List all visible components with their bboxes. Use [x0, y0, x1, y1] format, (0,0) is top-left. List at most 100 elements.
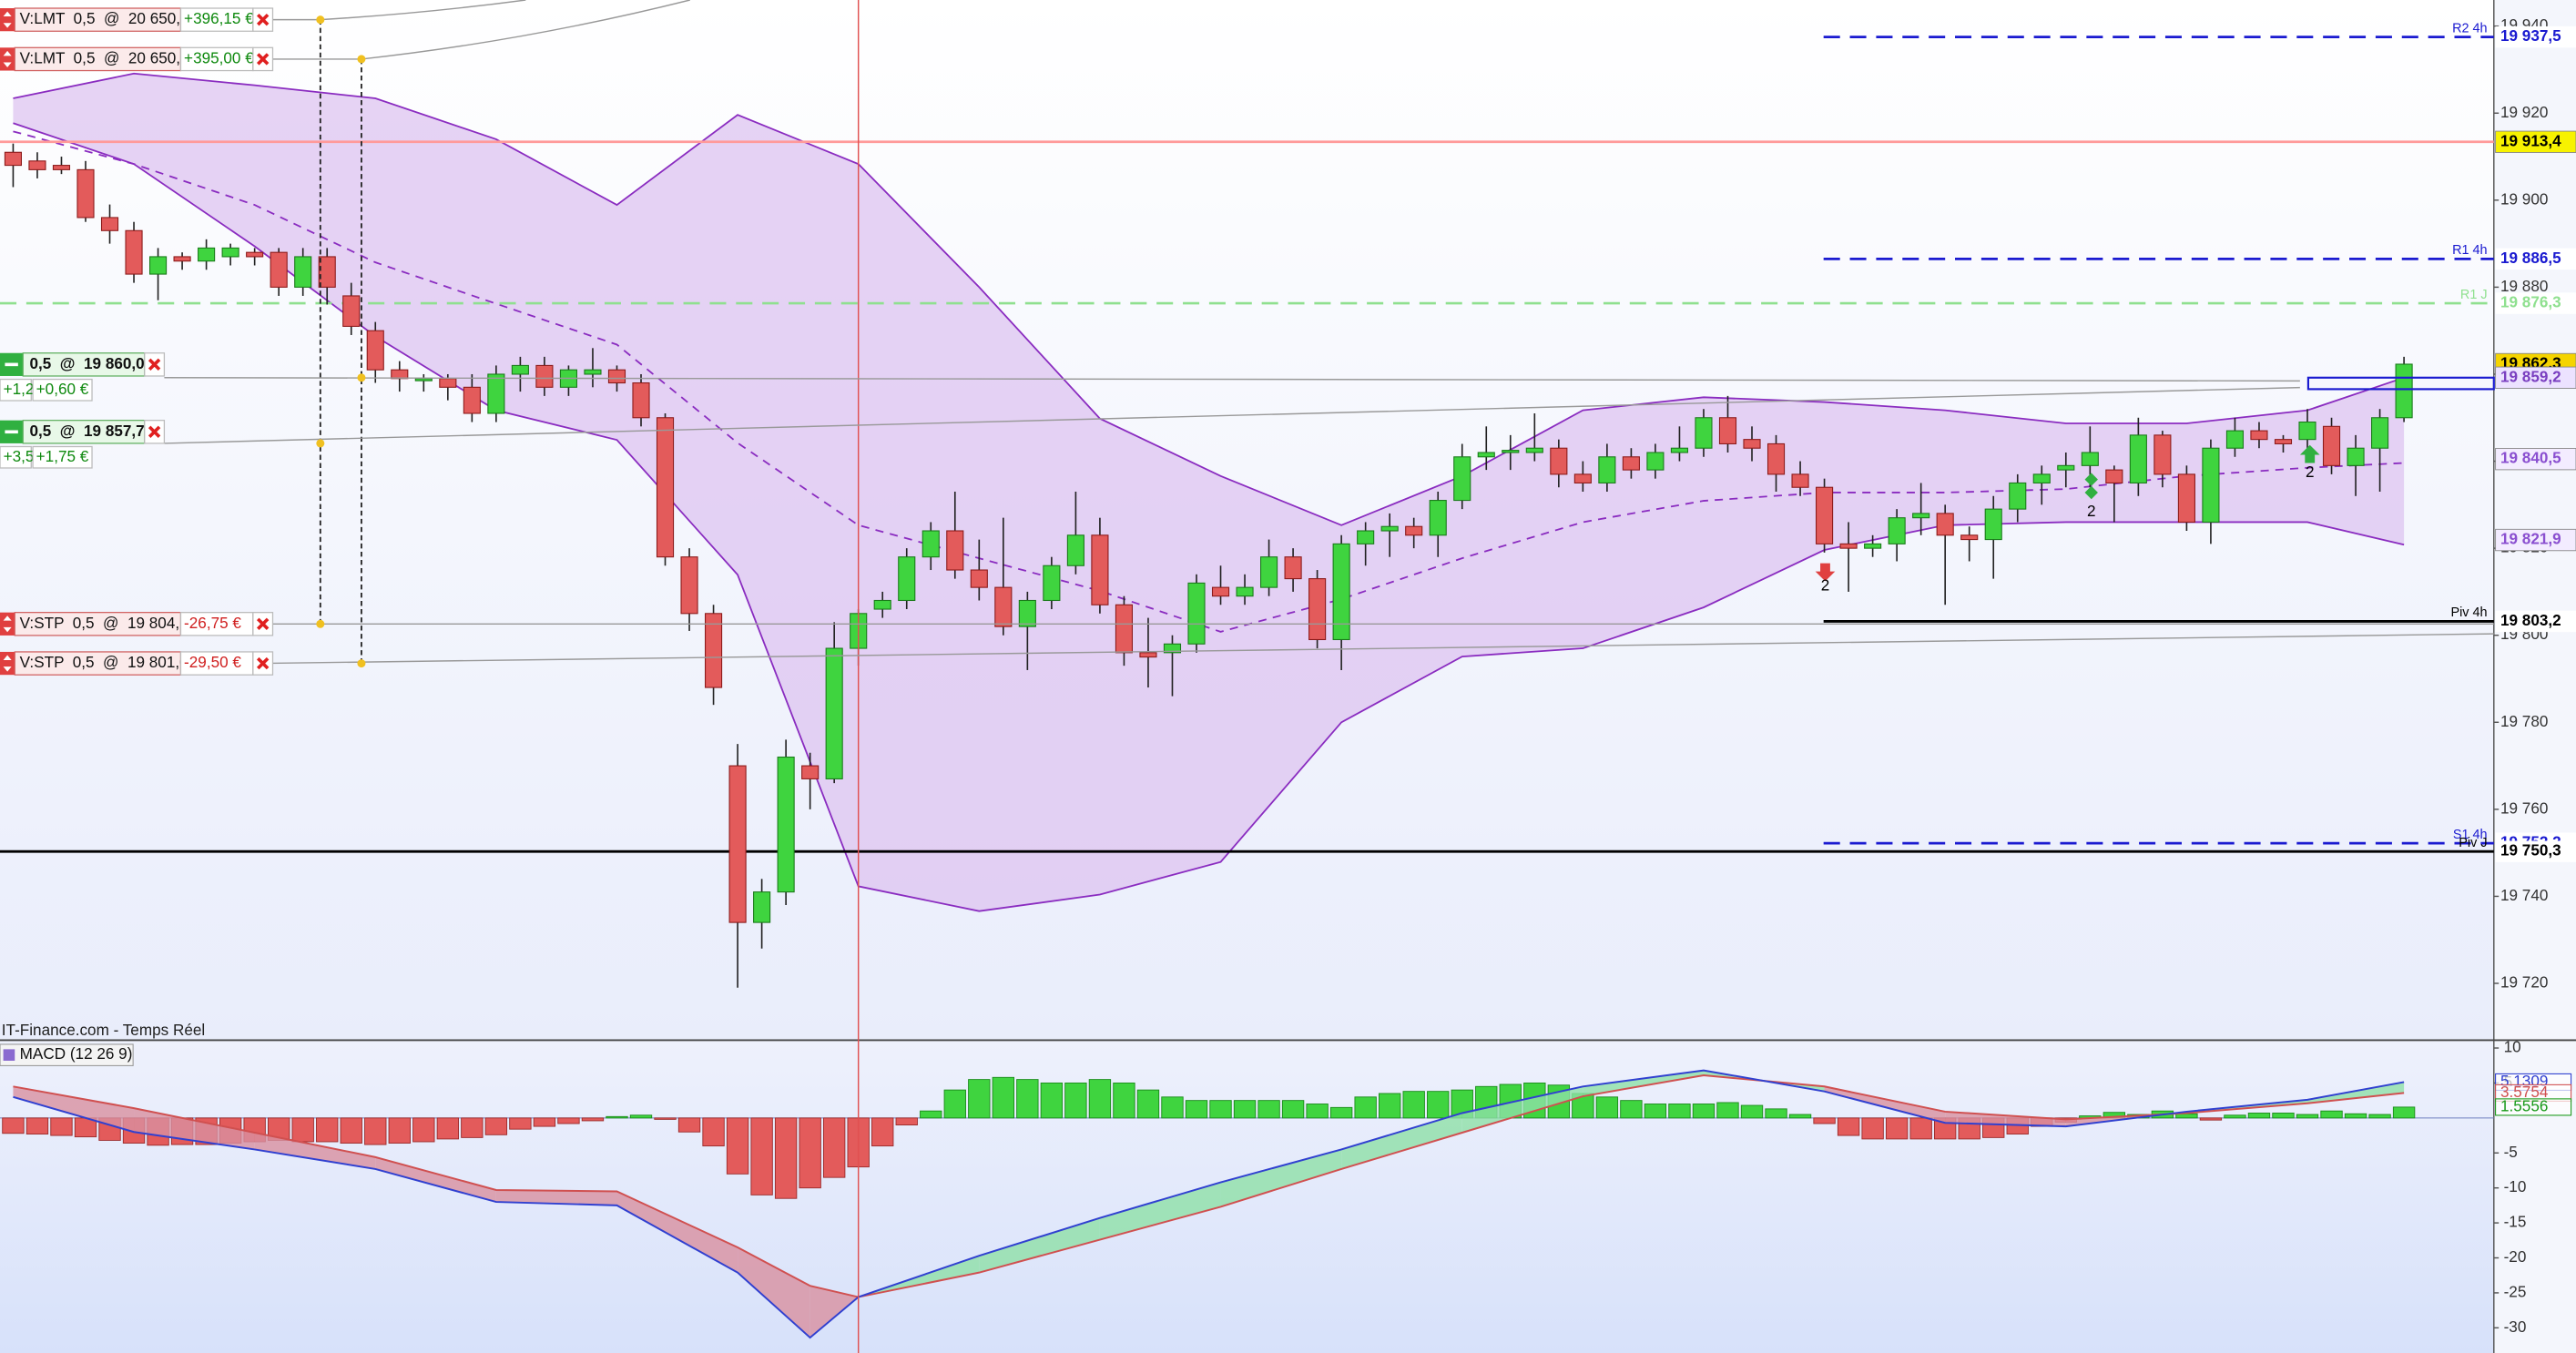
- last-value-tag: [2495, 1098, 2572, 1116]
- histogram-bar: [1161, 1096, 1184, 1119]
- level-tag: [2495, 292, 2576, 314]
- candle-body: [463, 386, 481, 414]
- order-pnl: +395,00 €: [184, 48, 254, 66]
- position-pnl-box: [32, 378, 93, 402]
- order-dot: [357, 373, 366, 382]
- y-tick-label: -15: [2504, 1213, 2527, 1231]
- candle-body: [946, 530, 964, 571]
- histogram-bar: [2296, 1114, 2319, 1119]
- candle-body: [1405, 525, 1423, 536]
- histogram-bar: [750, 1117, 773, 1195]
- order-icon-arrows: [3, 11, 12, 28]
- histogram-bar: [1354, 1096, 1377, 1119]
- candle-body: [656, 417, 675, 558]
- candle-body: [1453, 456, 1471, 502]
- histogram-bar: [2199, 1117, 2223, 1121]
- histogram-bar: [822, 1117, 846, 1178]
- y-tick-label: -5: [2504, 1143, 2518, 1161]
- candle-body: [1043, 565, 1061, 602]
- histogram-bar: [412, 1117, 435, 1143]
- candle-body: [1550, 447, 1568, 475]
- histogram-bar: [968, 1079, 991, 1119]
- histogram-bar: [1329, 1106, 1353, 1119]
- level-tag: [2495, 25, 2576, 48]
- candle-body: [414, 378, 433, 381]
- level-tag-label: 19 876,3: [2500, 293, 2561, 311]
- histogram-bar: [1257, 1100, 1280, 1119]
- cloud-fill: [616, 1191, 738, 1273]
- candle-body: [1211, 586, 1230, 597]
- level-name: R1 4h: [2452, 243, 2487, 258]
- candle-body: [1960, 534, 1979, 541]
- level-tag-label: 19 803,2: [2500, 611, 2561, 629]
- order-icon: [0, 651, 15, 676]
- bands-layer: [13, 72, 2405, 912]
- position-label-box: [22, 420, 146, 444]
- cloud-fill: [1583, 1070, 1704, 1097]
- position-icon-bar: [5, 362, 18, 367]
- signal-count: 2: [2306, 463, 2315, 481]
- order-pnl: -26,75 €: [184, 614, 241, 632]
- stop-line: [262, 633, 2494, 665]
- cloud-fill: [1461, 1086, 1583, 1133]
- order-dot: [316, 439, 325, 448]
- candles-layer: [4, 143, 2413, 988]
- histogram-bar: [1427, 1091, 1450, 1119]
- y-tick-label: -20: [2504, 1247, 2527, 1266]
- histogram-bar: [1620, 1100, 1643, 1119]
- candle-body: [1091, 534, 1109, 605]
- y-tick-label: 19 880: [2500, 277, 2548, 295]
- histogram-bar: [50, 1117, 73, 1136]
- candle-body: [4, 151, 22, 167]
- candle-body: [2129, 434, 2147, 483]
- candle-body: [2032, 473, 2051, 483]
- candle-body: [607, 369, 626, 384]
- cancel-icon: [256, 53, 270, 66]
- candle-body: [898, 556, 916, 602]
- histogram-bar: [2320, 1110, 2343, 1119]
- position-icon-bar: [5, 430, 18, 434]
- candle-body: [994, 586, 1013, 627]
- histogram-bar: [943, 1089, 966, 1119]
- histogram-bar: [992, 1076, 1015, 1119]
- candle-body: [2371, 417, 2389, 449]
- level-tag: [2495, 130, 2576, 153]
- sell-signal: [1815, 563, 1836, 582]
- histogram-bar: [436, 1117, 460, 1140]
- level-tag-label: 19 937,5: [2500, 26, 2561, 45]
- candle-body: [173, 256, 191, 262]
- order-link: [272, 0, 526, 21]
- candle-body: [1912, 513, 1930, 519]
- histogram-bar: [1379, 1093, 1401, 1119]
- candle-body: [1984, 508, 2002, 541]
- candle-body: [1622, 456, 1640, 471]
- candle-body: [2322, 425, 2341, 466]
- orders-layer: V:LMT 0,5 @ 20 650,0+396,15 €V:LMT 0,5 @…: [0, 7, 274, 676]
- level-tag: [2495, 528, 2576, 552]
- histogram-bar: [557, 1117, 580, 1124]
- candle-body: [1380, 525, 1399, 532]
- candle-body: [1718, 417, 1737, 444]
- candle-body: [1816, 486, 1834, 544]
- y-tick-label: 10: [2504, 1038, 2521, 1056]
- level-name: Piv 4h: [2450, 605, 2487, 620]
- candle-body: [246, 251, 264, 258]
- order-pnl-box: [179, 651, 254, 676]
- position-label: 0,5 @ 19 857,7: [29, 422, 144, 440]
- histogram-bar: [1016, 1079, 1039, 1119]
- order-icon-arrows: [3, 50, 12, 67]
- cloud-fill: [1824, 1086, 1946, 1124]
- histogram-bar: [1740, 1104, 1764, 1119]
- order-dot: [316, 15, 325, 25]
- cloud-fill: [979, 1217, 1100, 1273]
- band-fill: [13, 73, 2405, 911]
- y-tick-label: -30: [2504, 1317, 2527, 1336]
- position-points-box: [0, 445, 32, 469]
- histogram-bar: [1595, 1096, 1619, 1119]
- candle-body: [921, 530, 940, 558]
- candle-body: [198, 247, 216, 262]
- candle-body: [1357, 530, 1375, 544]
- y-tick-label: -10: [2504, 1177, 2527, 1195]
- histogram-bar: [1064, 1082, 1087, 1119]
